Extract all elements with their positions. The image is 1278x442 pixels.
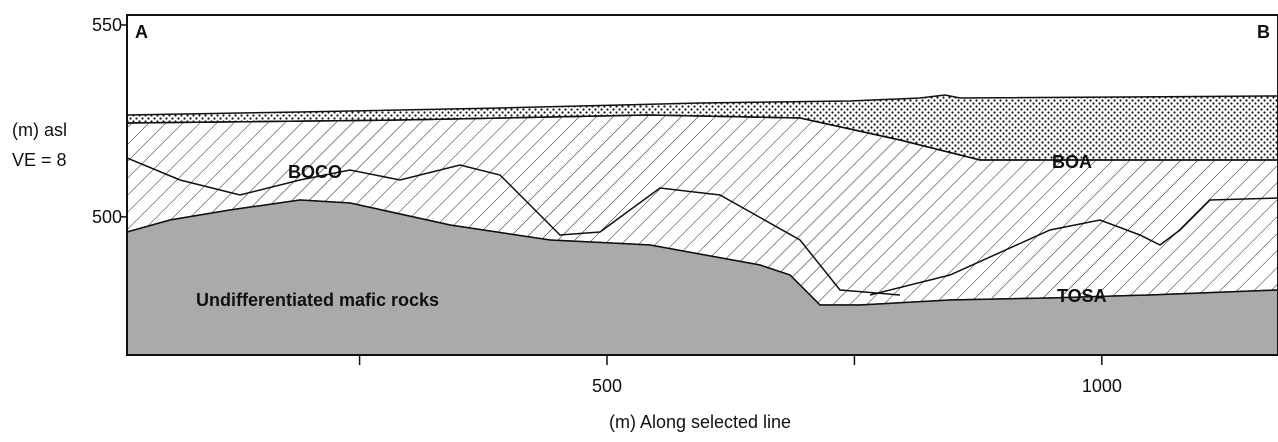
y-tick-label: 500 — [92, 207, 122, 227]
x-axis-label: (m) Along selected line — [609, 412, 791, 432]
unit-label: BOCO — [288, 162, 342, 182]
cross-section: A B (m) asl VE = 8 (m) Along selected li… — [0, 0, 1278, 437]
unit-label: TOSA — [1057, 286, 1107, 306]
layers — [127, 95, 1278, 355]
x-tick-label: 1000 — [1082, 376, 1122, 396]
corner-label: B — [1257, 22, 1270, 42]
y-axis-label: VE = 8 — [12, 150, 67, 170]
y-tick-label: 550 — [92, 15, 122, 35]
corner-label: A — [135, 22, 148, 42]
y-axis-label: (m) asl — [12, 120, 67, 140]
unit-label: BOA — [1052, 152, 1092, 172]
x-tick-label: 500 — [592, 376, 622, 396]
unit-label: Undifferentiated mafic rocks — [196, 290, 439, 310]
